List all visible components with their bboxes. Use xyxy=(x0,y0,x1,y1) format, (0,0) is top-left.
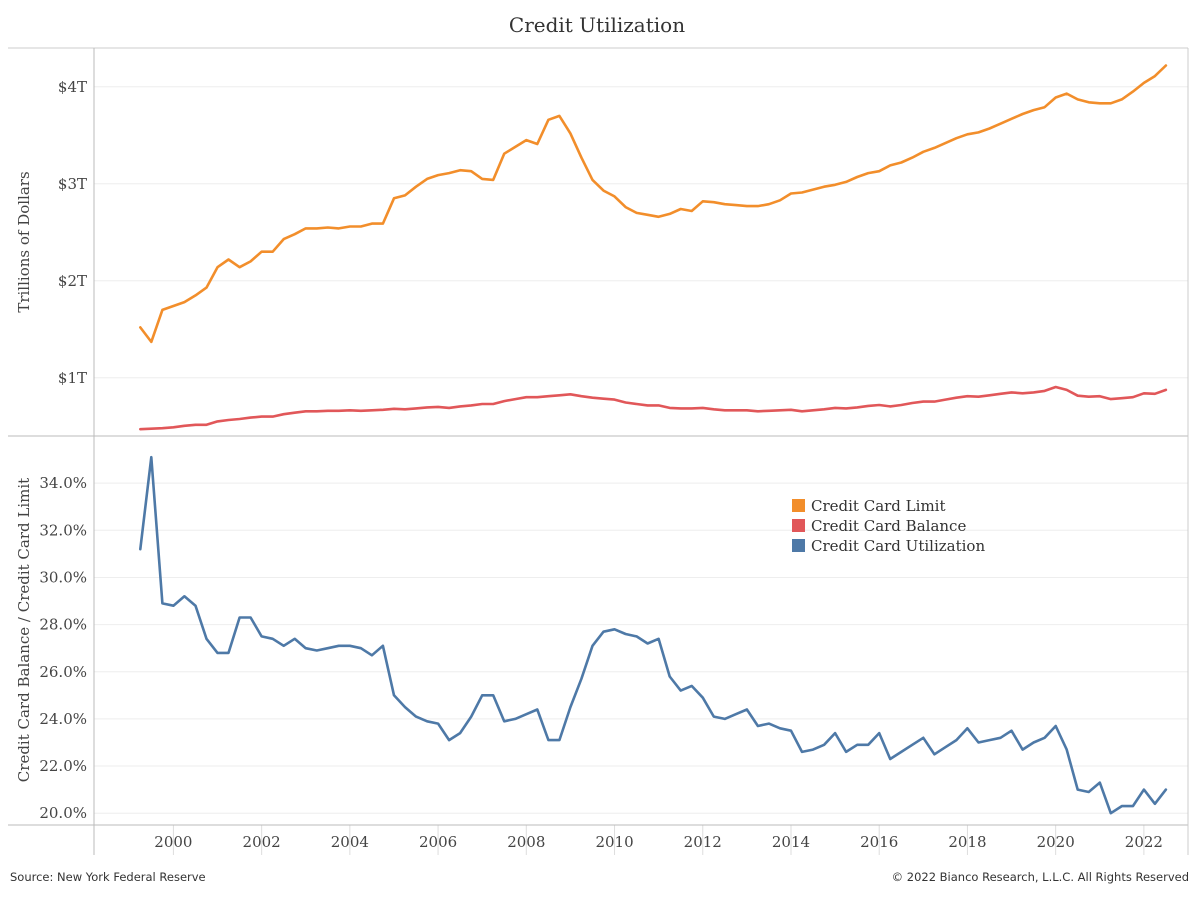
y-tick-label: 24.0% xyxy=(39,710,87,728)
series-line-credit-card-limit xyxy=(139,64,1168,344)
y-tick-label: 30.0% xyxy=(39,568,87,586)
legend-swatch xyxy=(792,539,805,552)
x-tick-label: 2012 xyxy=(684,833,722,851)
copyright-note: © 2022 Bianco Research, L.L.C. All Right… xyxy=(891,870,1189,884)
y-tick-label: $3T xyxy=(58,175,87,193)
y-axis-label: Credit Card Balance / Credit Card Limit xyxy=(15,478,33,782)
source-note: Source: New York Federal Reserve xyxy=(10,870,206,884)
y-tick-label: 32.0% xyxy=(39,521,87,539)
x-tick-label: 2008 xyxy=(507,833,545,851)
x-tick-label: 2002 xyxy=(243,833,281,851)
bottom-panel: 20.0% 22.0% 24.0% 26.0% 28.0% 30.0% 32.0% 34.0%… xyxy=(15,455,1188,855)
legend-swatch xyxy=(792,519,805,532)
x-tick-label: 2016 xyxy=(860,833,898,851)
series-line-credit-card-balance xyxy=(139,385,1168,431)
y-tick-label: 20.0% xyxy=(39,804,87,822)
x-tick-label: 2000 xyxy=(154,833,192,851)
x-tick-label: 2010 xyxy=(595,833,633,851)
legend-label: Credit Card Limit xyxy=(811,497,946,515)
y-tick-label: $2T xyxy=(58,272,87,290)
y-tick-label: $4T xyxy=(58,78,87,96)
x-tick-label: 2018 xyxy=(948,833,986,851)
y-tick-label: 34.0% xyxy=(39,474,87,492)
y-axis-label: Trillions of Dollars xyxy=(15,171,33,312)
y-tick-label: $1T xyxy=(58,369,87,387)
x-tick-label: 2004 xyxy=(331,833,369,851)
y-tick-label: 22.0% xyxy=(39,757,87,775)
top-panel: $1T $2T $3T $4T Trillions of Dollars xyxy=(15,64,1188,431)
x-tick-label: 2006 xyxy=(419,833,457,851)
series-line-credit-card-utilization xyxy=(139,455,1168,815)
y-tick-label: 28.0% xyxy=(39,616,87,634)
x-tick-label: 2022 xyxy=(1125,833,1163,851)
legend-label: Credit Card Balance xyxy=(811,517,966,535)
legend-swatch xyxy=(792,499,805,512)
y-tick-label: 26.0% xyxy=(39,663,87,681)
chart-title: Credit Utilization xyxy=(509,13,685,37)
chart-legend: Credit Card Limit Credit Card Balance Cred… xyxy=(792,497,985,555)
legend-label: Credit Card Utilization xyxy=(811,537,985,555)
x-tick-label: 2020 xyxy=(1037,833,1075,851)
x-tick-label: 2014 xyxy=(772,833,810,851)
